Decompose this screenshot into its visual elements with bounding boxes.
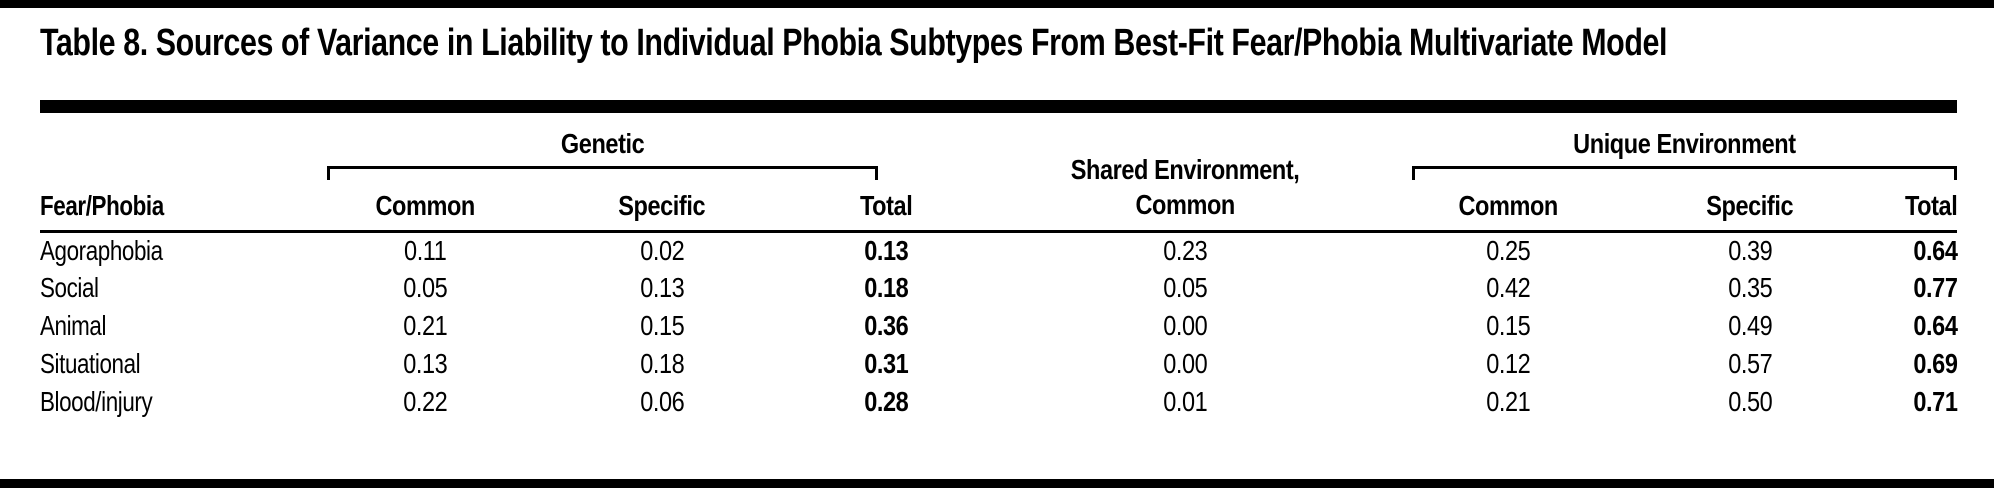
genetic-common-value: 0.05 — [402, 272, 448, 303]
genetic-total-value: 0.36 — [863, 310, 909, 341]
unique-common-value: 0.21 — [1485, 386, 1531, 417]
genetic-total-value: 0.13 — [863, 234, 909, 266]
shared-environment-header: Shared Environment, Common — [988, 113, 1383, 233]
genetic-bracket — [327, 166, 879, 180]
bracket-row — [40, 160, 1958, 186]
shared-common-value: 0.05 — [1162, 272, 1208, 303]
genetic-specific-value: 0.06 — [639, 386, 685, 417]
unique-total-header: Total — [1866, 186, 1957, 233]
unique-total-value: 0.71 — [1912, 386, 1958, 417]
row-label: Blood/injury — [40, 386, 153, 417]
table-row-situational: Situational 0.13 0.18 0.31 0.00 0.12 0.5… — [40, 345, 1957, 383]
unique-bracket — [1412, 166, 1958, 180]
unique-specific-value: 0.57 — [1727, 348, 1773, 379]
variance-table: Genetic Shared Environment, Common Uniqu… — [40, 113, 1957, 421]
genetic-specific-value: 0.13 — [639, 272, 685, 303]
genetic-total-value: 0.31 — [863, 348, 909, 379]
unique-specific-value: 0.39 — [1727, 234, 1773, 266]
unique-environment-group-header: Unique Environment — [1573, 128, 1796, 159]
unique-specific-value: 0.49 — [1727, 310, 1773, 341]
genetic-common-header: Common — [310, 186, 540, 233]
row-label: Agoraphobia — [40, 234, 163, 266]
shared-common-value: 0.00 — [1162, 310, 1208, 341]
unique-total-value: 0.77 — [1912, 272, 1958, 303]
column-header-row: Fear/Phobia Common Specific Total Common… — [40, 186, 1957, 233]
bottom-rule — [0, 479, 1994, 488]
shared-common-value: 0.23 — [1162, 234, 1208, 266]
genetic-common-value: 0.11 — [403, 234, 447, 266]
unique-specific-value: 0.35 — [1727, 272, 1773, 303]
shared-common-value: 0.00 — [1162, 348, 1208, 379]
genetic-common-value: 0.22 — [402, 386, 448, 417]
genetic-group-header: Genetic — [560, 128, 645, 159]
shared-environment-line1: Shared Environment, — [1070, 153, 1300, 185]
row-label: Animal — [40, 310, 107, 341]
genetic-specific-value: 0.02 — [639, 234, 685, 266]
unique-specific-value: 0.50 — [1727, 386, 1773, 417]
genetic-specific-value: 0.18 — [639, 348, 685, 379]
unique-specific-header: Specific — [1634, 186, 1867, 233]
title-rule — [40, 100, 1957, 113]
table-row-social: Social 0.05 0.13 0.18 0.05 0.42 0.35 0.7… — [40, 269, 1957, 307]
genetic-common-value: 0.13 — [402, 348, 448, 379]
table-title-text: Table 8. Sources of Variance in Liabilit… — [40, 22, 1668, 64]
unique-common-value: 0.25 — [1485, 234, 1531, 266]
shared-common-value: 0.01 — [1162, 386, 1208, 417]
genetic-total-header: Total — [784, 186, 989, 233]
table-row-animal: Animal 0.21 0.15 0.36 0.00 0.15 0.49 0.6… — [40, 307, 1957, 345]
genetic-total-value: 0.18 — [863, 272, 909, 303]
unique-common-value: 0.42 — [1485, 272, 1531, 303]
genetic-specific-value: 0.15 — [639, 310, 685, 341]
table-title: Table 8. Sources of Variance in Liabilit… — [40, 22, 1994, 65]
unique-common-header: Common — [1382, 186, 1635, 233]
table-row-blood-injury: Blood/injury 0.22 0.06 0.28 0.01 0.21 0.… — [40, 383, 1957, 421]
unique-total-value: 0.69 — [1912, 348, 1958, 379]
unique-common-value: 0.15 — [1485, 310, 1531, 341]
genetic-specific-header: Specific — [540, 186, 784, 233]
row-label: Social — [40, 272, 99, 303]
shared-environment-line2: Common — [1135, 188, 1235, 220]
unique-common-value: 0.12 — [1485, 348, 1531, 379]
empty-corner-cell — [40, 113, 310, 160]
unique-total-value: 0.64 — [1912, 310, 1958, 341]
empty-cell — [40, 160, 310, 186]
unique-bracket-cell — [1382, 160, 1958, 186]
row-label: Situational — [40, 348, 141, 379]
fear-phobia-header: Fear/Phobia — [40, 186, 310, 233]
group-header-row: Genetic Shared Environment, Common Uniqu… — [40, 113, 1957, 233]
unique-total-value: 0.64 — [1912, 234, 1958, 266]
genetic-common-value: 0.21 — [402, 310, 448, 341]
top-rule — [0, 0, 1994, 8]
table-row-agoraphobia: Agoraphobia 0.11 0.02 0.13 0.23 0.25 0.3… — [40, 231, 1957, 269]
genetic-bracket-cell — [310, 160, 988, 186]
genetic-total-value: 0.28 — [863, 386, 909, 417]
